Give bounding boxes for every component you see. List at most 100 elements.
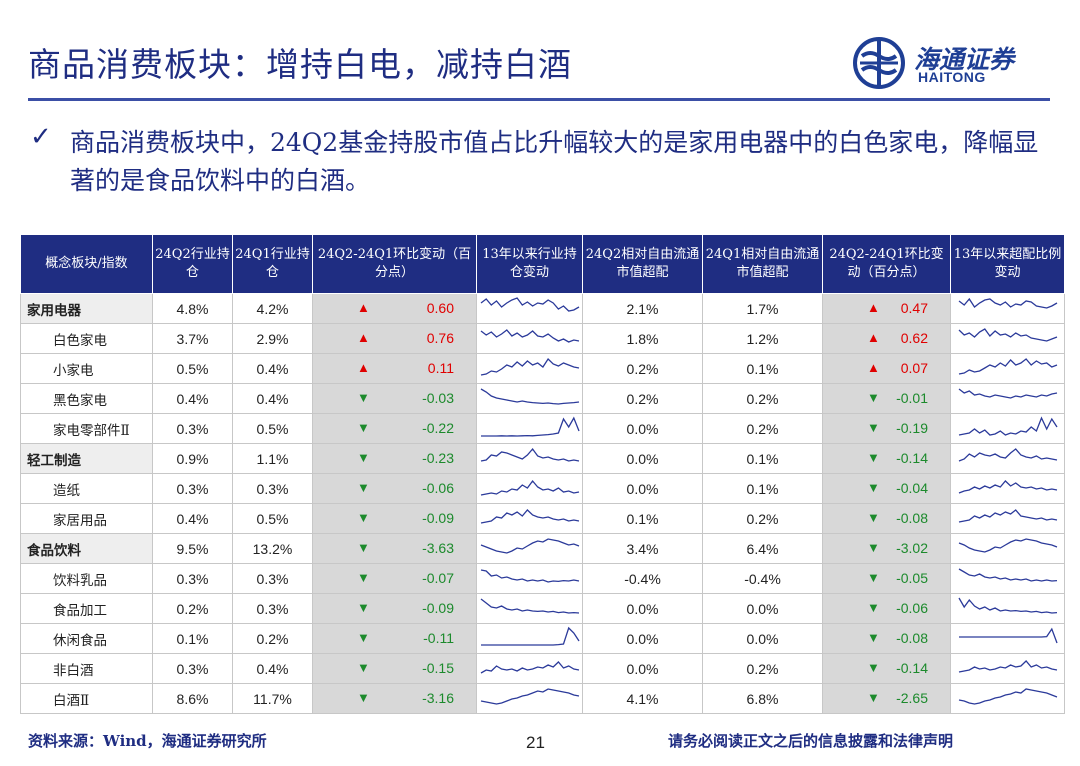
overweight-change-value: -0.14	[896, 660, 928, 676]
overweight-trend-sparkline	[958, 538, 1057, 553]
holding-trend-sparkline-line	[480, 626, 580, 646]
overweight-change-value: -3.02	[896, 540, 928, 556]
holding-trend-sparkline	[480, 297, 579, 312]
q1-overweight: 0.2%	[702, 653, 823, 684]
holding-change-value: -0.23	[422, 450, 454, 466]
holding-change: ▼ -3.16	[312, 683, 477, 714]
q2-holding: 0.3%	[152, 413, 233, 444]
overweight-trend-sparkline	[958, 358, 1057, 375]
holding-trend-sparkline-line	[480, 688, 579, 705]
holding-trend	[476, 293, 583, 324]
overweight-change: ▼ -0.08	[822, 623, 951, 654]
overweight-change: ▼ -0.05	[822, 563, 951, 594]
holding-trend-sparkline-line	[480, 357, 579, 376]
header-overweight-trend: 13年以来超配比例变动	[950, 234, 1065, 294]
holding-trend-sparkline	[480, 416, 580, 437]
overweight-trend-sparkline-line	[958, 328, 1057, 342]
overweight-change: ▲ 0.47	[822, 293, 951, 324]
overweight-change: ▼ -0.14	[822, 443, 951, 474]
up-triangle-icon: ▲	[867, 300, 880, 315]
q1-holding: 0.4%	[232, 353, 313, 384]
holding-change-value: 0.11	[427, 360, 454, 376]
holding-change-value: -0.03	[422, 390, 454, 406]
overweight-trend	[950, 683, 1065, 714]
down-triangle-icon: ▼	[867, 600, 880, 615]
page-title: 商品消费板块：增持白电，减持白酒	[28, 45, 572, 84]
q2-overweight: 1.8%	[582, 323, 703, 354]
holding-trend	[476, 383, 583, 414]
overweight-change-wrap: ▼ -0.08	[823, 505, 950, 532]
overweight-change-value: 0.62	[900, 330, 928, 346]
overweight-trend	[950, 383, 1065, 414]
overweight-change: ▼ -3.02	[822, 533, 951, 564]
holding-change-wrap: ▲ 0.60	[313, 295, 476, 322]
sector-name: 小家电	[20, 353, 153, 384]
overweight-trend-sparkline-line	[958, 627, 1058, 644]
table-row: 家用电器 4.8% 4.2% ▲ 0.60 2.1% 1.7% ▲ 0.47	[20, 293, 1065, 324]
q1-overweight: 6.4%	[702, 533, 823, 564]
sector-name: 家用电器	[20, 293, 153, 324]
page-number: 21	[526, 733, 545, 752]
q2-overweight: 3.4%	[582, 533, 703, 564]
holding-change-wrap: ▼ -0.03	[313, 385, 476, 412]
down-triangle-icon: ▼	[357, 540, 370, 555]
down-triangle-icon: ▼	[357, 660, 370, 675]
overweight-trend	[950, 653, 1065, 684]
down-triangle-icon: ▼	[867, 570, 880, 585]
table-row: 非白酒 0.3% 0.4% ▼ -0.15 0.0% 0.2% ▼ -0.14	[20, 653, 1065, 684]
down-triangle-icon: ▼	[357, 570, 370, 585]
overweight-change-wrap: ▼ -0.14	[823, 655, 950, 682]
q2-overweight: 0.2%	[582, 383, 703, 414]
holding-trend-sparkline	[480, 447, 579, 462]
overweight-change-wrap: ▼ -0.04	[823, 475, 950, 502]
overweight-trend	[950, 503, 1065, 534]
overweight-change: ▼ -0.08	[822, 503, 951, 534]
overweight-trend-sparkline	[958, 328, 1057, 342]
q1-overweight: 0.1%	[702, 353, 823, 384]
haitong-logo: 海通证券 HAITONG	[852, 36, 1052, 92]
q1-holding: 0.5%	[232, 503, 313, 534]
overweight-trend-sparkline	[957, 597, 1057, 614]
holding-trend	[476, 593, 583, 624]
sector-name: 白酒Ⅱ	[20, 683, 153, 714]
holding-change: ▼ -0.09	[312, 593, 477, 624]
holding-trend-sparkline-line	[480, 297, 579, 312]
down-triangle-icon: ▼	[867, 510, 880, 525]
overweight-change: ▼ -0.14	[822, 653, 951, 684]
holding-change: ▼ -0.11	[312, 623, 477, 654]
overweight-trend	[950, 353, 1065, 384]
overweight-trend	[950, 293, 1065, 324]
holding-trend-sparkline-line	[480, 447, 579, 462]
sector-name: 白色家电	[20, 323, 153, 354]
q1-overweight: 1.2%	[702, 323, 823, 354]
down-triangle-icon: ▼	[357, 690, 370, 705]
table-header-row: 概念板块/指数 24Q2行业持仓 24Q1行业持仓 24Q2-24Q1环比变动（…	[20, 234, 1065, 294]
overweight-change-value: -0.05	[896, 570, 928, 586]
table-row: 家电零部件Ⅱ 0.3% 0.5% ▼ -0.22 0.0% 0.2% ▼ -0.19	[20, 413, 1065, 444]
overweight-change: ▼ -0.04	[822, 473, 951, 504]
q1-overweight: 0.0%	[702, 593, 823, 624]
q2-overweight: 0.0%	[582, 413, 703, 444]
overweight-trend-sparkline-line	[958, 538, 1057, 553]
holding-trend-sparkline-line	[480, 509, 579, 524]
overweight-trend	[950, 623, 1065, 654]
table-row: 小家电 0.5% 0.4% ▲ 0.11 0.2% 0.1% ▲ 0.07	[20, 353, 1065, 384]
holding-change-wrap: ▼ -0.22	[313, 415, 476, 442]
q1-overweight: 0.2%	[702, 503, 823, 534]
overweight-trend	[950, 413, 1065, 444]
up-triangle-icon: ▲	[867, 360, 880, 375]
overweight-change-value: -0.01	[896, 390, 928, 406]
holding-change-wrap: ▲ 0.76	[313, 325, 476, 352]
down-triangle-icon: ▼	[867, 390, 880, 405]
overweight-trend-sparkline-line	[958, 388, 1057, 399]
title-divider	[28, 98, 1050, 101]
q1-overweight: 0.0%	[702, 623, 823, 654]
overweight-change: ▲ 0.07	[822, 353, 951, 384]
overweight-change-wrap: ▼ -0.08	[823, 625, 950, 652]
table-row: 白色家电 3.7% 2.9% ▲ 0.76 1.8% 1.2% ▲ 0.62	[20, 323, 1065, 354]
q1-holding: 0.5%	[232, 413, 313, 444]
down-triangle-icon: ▼	[867, 480, 880, 495]
down-triangle-icon: ▼	[867, 690, 880, 705]
holding-trend	[476, 653, 583, 684]
holding-change: ▼ -3.63	[312, 533, 477, 564]
